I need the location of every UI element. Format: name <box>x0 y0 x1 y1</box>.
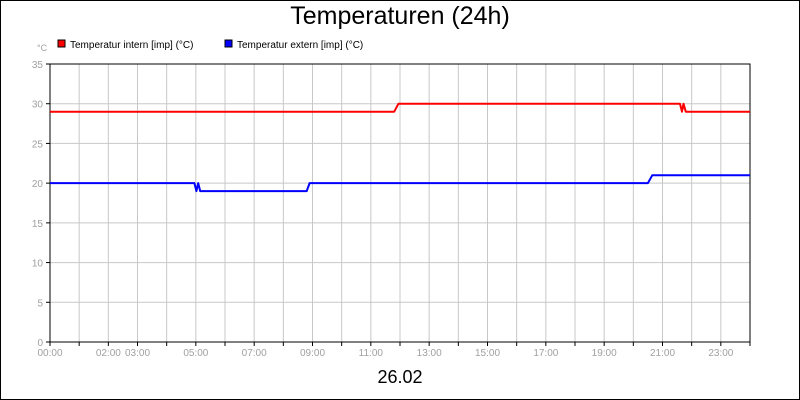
axes: 0 5 10 15 20 25 30 35 °C 00:00 02:00 03:00 05:00 07:0… <box>32 43 751 359</box>
legend-label: Temperatur intern [imp] (°C) <box>70 40 193 51</box>
y-tick-label: 10 <box>32 259 44 270</box>
y-tick-label: 15 <box>32 219 44 230</box>
x-tick-label: 07:00 <box>242 348 267 359</box>
x-tick-label: 11:00 <box>359 348 384 359</box>
x-tick-label: 19:00 <box>592 348 617 359</box>
legend: Temperatur intern [imp] (°C) Temperatur e… <box>57 39 363 51</box>
x-axis-date-label: 26.02 <box>377 367 423 387</box>
x-tick-label: 05:00 <box>183 348 208 359</box>
x-tick-label: 15:00 <box>475 348 500 359</box>
x-tick-label: 13:00 <box>417 348 442 359</box>
y-tick-label: 25 <box>32 139 44 150</box>
x-tick-label: 21:00 <box>650 348 675 359</box>
y-tick-label: 20 <box>32 179 44 190</box>
legend-label: Temperatur extern [imp] (°C) <box>237 40 363 51</box>
x-tick-label: 03:00 <box>125 348 150 359</box>
grid <box>49 63 751 343</box>
y-tick-label: 30 <box>32 100 44 111</box>
x-tick-label: 00:00 <box>37 348 62 359</box>
chart-title: Temperaturen (24h) <box>290 2 510 30</box>
series-line-intern <box>50 102 750 113</box>
legend-swatch <box>57 39 66 48</box>
y-tick-label: 35 <box>32 60 44 71</box>
x-tick-label: 09:00 <box>300 348 325 359</box>
y-tick-label: 0 <box>37 338 43 349</box>
y-axis-unit-label: °C <box>37 43 48 53</box>
x-tick-label: 23:00 <box>708 348 733 359</box>
x-tick-label: 02:00 <box>96 348 121 359</box>
series-line-extern <box>50 174 750 193</box>
series <box>50 102 750 193</box>
legend-swatch <box>224 39 233 48</box>
y-tick-label: 5 <box>37 298 43 309</box>
x-tick-label: 17:00 <box>533 348 558 359</box>
